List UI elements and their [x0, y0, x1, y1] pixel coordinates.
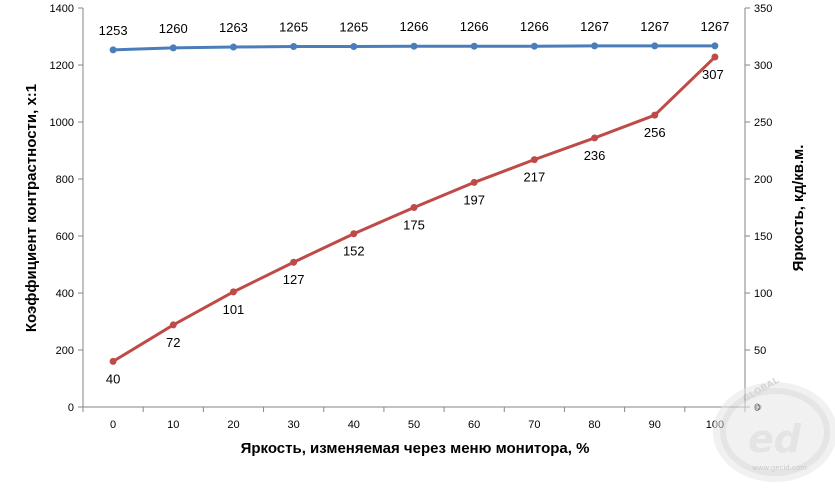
watermark-logo: GLOBAL o ed www.gecid.com	[713, 376, 835, 482]
data-label-0: 1267	[580, 19, 609, 34]
data-label-0: 1265	[339, 19, 368, 34]
data-label-1: 175	[403, 218, 425, 233]
x-tick-label: 90	[649, 419, 661, 431]
watermark-url-text: www.gecid.com	[752, 464, 807, 472]
series-point-1	[410, 204, 418, 211]
x-tick-label: 0	[110, 419, 116, 431]
series-point-1	[651, 111, 659, 119]
series-point-1	[350, 230, 358, 238]
data-label-0: 1266	[400, 19, 429, 34]
data-label-1: 236	[584, 148, 606, 163]
right-tick-label: 150	[754, 231, 772, 243]
x-tick-label: 50	[408, 419, 420, 431]
left-tick-label: 1200	[50, 60, 74, 72]
left-tick-label: 0	[68, 402, 74, 414]
x-tick-label: 80	[588, 419, 600, 431]
right-tick-label: 100	[754, 288, 772, 300]
right-tick-label: 300	[754, 60, 772, 72]
data-label-1: 72	[166, 335, 180, 350]
x-tick-label: 10	[167, 419, 179, 431]
series-point-0	[229, 43, 237, 51]
series-point-0	[591, 42, 599, 50]
data-labels: 1253 1260 1263 1265 1265 1266 1266 1266 1267 1267…	[99, 19, 730, 386]
right-tick-label: 250	[754, 117, 772, 129]
series-point-0	[470, 42, 478, 50]
series-point-0	[109, 46, 117, 54]
series-point-0	[530, 42, 538, 50]
data-label-1: 307	[702, 67, 724, 82]
series-point-1	[530, 156, 538, 164]
series-point-0	[410, 42, 418, 50]
data-label-0: 1267	[700, 19, 729, 34]
series-point-0	[651, 42, 659, 50]
left-axis-title: Коэффициент контрастности, x:1	[23, 84, 40, 332]
data-label-1: 256	[644, 125, 666, 140]
right-axis-title: Яркость, кд/кв.м.	[790, 145, 807, 272]
data-label-0: 1267	[640, 19, 669, 34]
series-point-1	[169, 321, 177, 329]
data-label-1: 40	[106, 371, 120, 386]
series-point-0	[350, 42, 358, 50]
series-point-1	[229, 288, 237, 296]
left-tick-label: 1000	[50, 117, 74, 129]
watermark-o-text: o	[755, 402, 762, 413]
right-tick-label: 350	[754, 3, 772, 15]
x-tick-label: 40	[348, 419, 360, 431]
x-tick-label: 20	[227, 419, 239, 431]
data-label-0: 1265	[279, 19, 308, 34]
data-label-1: 101	[223, 302, 245, 317]
left-tick-label: 600	[56, 231, 74, 243]
series	[109, 42, 719, 365]
series-point-0	[169, 44, 177, 52]
axes: 0 200 400 600 800 1000 1200 1400 0 50 100 150 200 250…	[50, 3, 773, 431]
right-tick-label: 50	[754, 345, 766, 357]
series-point-0	[711, 42, 719, 50]
data-label-0: 1266	[520, 19, 549, 34]
data-label-1: 152	[343, 244, 365, 259]
left-tick-label: 800	[56, 174, 74, 186]
watermark-big-glyph: ed	[748, 417, 802, 461]
data-label-1: 127	[283, 272, 305, 287]
data-label-0: 1260	[159, 21, 188, 36]
series-point-1	[591, 134, 599, 142]
x-tick-label: 70	[528, 419, 540, 431]
x-tick-label: 30	[288, 419, 300, 431]
right-tick-label: 200	[754, 174, 772, 186]
data-label-1: 197	[463, 192, 485, 207]
data-label-0: 1253	[99, 23, 128, 38]
left-tick-label: 1400	[50, 3, 74, 15]
series-point-1	[711, 53, 719, 61]
left-tick-label: 400	[56, 288, 74, 300]
series-point-1	[109, 357, 117, 365]
series-point-1	[470, 178, 478, 186]
data-label-0: 1263	[219, 20, 248, 35]
x-axis-title: Яркость, изменяемая через меню монитора,…	[241, 440, 590, 457]
left-tick-label: 200	[56, 345, 74, 357]
data-label-1: 217	[524, 170, 546, 185]
series-point-0	[290, 42, 298, 50]
x-tick-label: 60	[468, 419, 480, 431]
series-point-1	[290, 258, 298, 266]
data-label-0: 1266	[460, 19, 489, 34]
